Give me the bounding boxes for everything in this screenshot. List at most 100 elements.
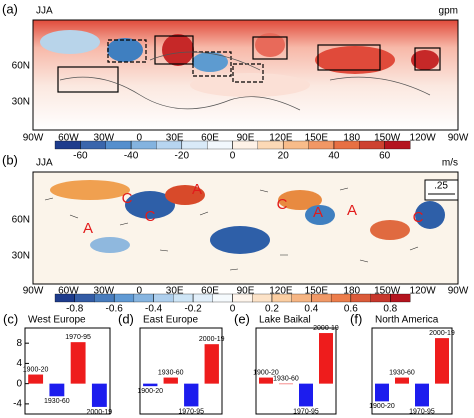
x-tick-label: 180 <box>343 133 360 144</box>
colorbar-cell <box>283 140 310 150</box>
chart-title: East Europe <box>143 315 198 326</box>
annotation: C <box>413 209 424 226</box>
category-label: 1970-95 <box>65 334 91 341</box>
x-tick-label: 180 <box>343 286 360 297</box>
colorbar-label: -60 <box>73 151 88 162</box>
season: JJA <box>36 6 53 17</box>
bar <box>70 342 86 384</box>
bar <box>375 383 389 402</box>
x-tick-label: 150E <box>305 286 329 297</box>
category-label: 1900-20 <box>23 366 49 373</box>
x-tick-label: 90W <box>448 133 469 144</box>
x-tick-label: 150E <box>305 133 329 144</box>
colorbar-cell <box>390 293 411 303</box>
season: JJA <box>36 158 53 169</box>
colorbar-label: -0.2 <box>184 304 202 315</box>
panel-label: (c) <box>3 311 18 326</box>
y-tick-label: 30N <box>12 251 30 262</box>
category-label: 1930-60 <box>273 375 299 382</box>
y-tick-label: 60N <box>12 61 30 72</box>
panel-label: (e) <box>234 311 250 326</box>
colorbar-cell <box>333 140 360 150</box>
bar <box>319 333 333 384</box>
colorbar-cell <box>181 140 208 150</box>
category-label: 1900-20 <box>253 369 279 376</box>
chart-title: North America <box>375 315 439 326</box>
x-tick-label: 60E <box>201 286 219 297</box>
colorbar-cell <box>252 293 273 303</box>
bar <box>299 383 313 407</box>
x-tick-label: 90E <box>237 133 255 144</box>
plot-frame <box>139 327 223 415</box>
colorbar-label: 0.2 <box>265 304 279 315</box>
map-b <box>32 171 459 285</box>
x-tick-label: 90W <box>448 286 469 297</box>
x-tick-label: 30E <box>166 133 184 144</box>
bar <box>415 383 429 407</box>
y-tick-label: -4 <box>13 399 22 410</box>
x-tick-label: 30W <box>94 133 115 144</box>
category-label: 1970-95 <box>293 408 319 415</box>
category-label: 1930-60 <box>44 398 70 405</box>
colorbar-cell <box>133 293 155 303</box>
colorbar-cell <box>330 293 352 303</box>
colorbar-label: -0.6 <box>106 304 124 315</box>
annotation: A <box>192 181 202 198</box>
colorbar-label: 40 <box>328 151 340 162</box>
x-tick-label: 120W <box>410 133 437 144</box>
bar <box>395 377 409 384</box>
colorbar-cell <box>80 140 107 150</box>
x-tick-label: 30W <box>94 286 115 297</box>
colorbar-cell <box>271 293 293 303</box>
x-tick-label: 60E <box>201 133 219 144</box>
colorbar-label: 20 <box>278 151 290 162</box>
colorbar-cell <box>153 293 174 303</box>
x-tick-label: 60W <box>58 133 79 144</box>
colorbar-cell <box>206 140 233 150</box>
x-tick-label: 60W <box>58 286 79 297</box>
panel-label: (d) <box>118 311 134 326</box>
unit: gpm <box>439 6 458 17</box>
x-tick-label: 90E <box>237 286 255 297</box>
annotation: C <box>277 196 288 213</box>
chart-title: Lake Baikal <box>259 315 311 326</box>
colorbar-cell <box>74 293 95 303</box>
colorbar-cell <box>192 293 214 303</box>
chart-title: West Europe <box>28 315 86 326</box>
colorbar-cell <box>257 140 284 150</box>
x-tick-label: 90W <box>23 133 44 144</box>
plot-frame <box>24 327 111 415</box>
colorbar-label: 60 <box>379 151 391 162</box>
colorbar-cell <box>291 293 312 303</box>
x-tick-label: 150W <box>374 133 401 144</box>
y-tick-label: 8 <box>16 338 22 349</box>
x-tick-label: 0 <box>136 286 142 297</box>
colorbar-cell <box>384 140 411 150</box>
panel-label: (f) <box>350 311 362 326</box>
plot-frame <box>255 327 337 415</box>
panel-label: (a) <box>2 1 18 16</box>
x-tick-label: 90W <box>23 286 44 297</box>
annotation: A <box>313 204 323 221</box>
category-label: 1970-95 <box>178 408 204 415</box>
bar <box>91 383 107 407</box>
colorbar-label: -0.4 <box>145 304 163 315</box>
colorbar-cell <box>156 140 183 150</box>
bar <box>184 383 199 407</box>
ref-vector: .25 <box>434 181 448 192</box>
colorbar-cell <box>54 293 76 303</box>
bar <box>163 377 178 384</box>
colorbar-cell <box>308 140 335 150</box>
bar <box>435 338 449 384</box>
category-label: 1970-95 <box>409 408 435 415</box>
colorbar-cell <box>370 293 391 303</box>
x-tick-label: 120W <box>410 286 437 297</box>
colorbar-cell <box>105 140 132 150</box>
category-label: 1900-20 <box>369 403 395 410</box>
category-label: 2000-19 <box>313 325 339 332</box>
category-label: 1930-60 <box>158 369 184 376</box>
map-a <box>32 19 459 131</box>
colorbar-label: 0.4 <box>304 304 318 315</box>
x-tick-label: 0 <box>136 133 142 144</box>
